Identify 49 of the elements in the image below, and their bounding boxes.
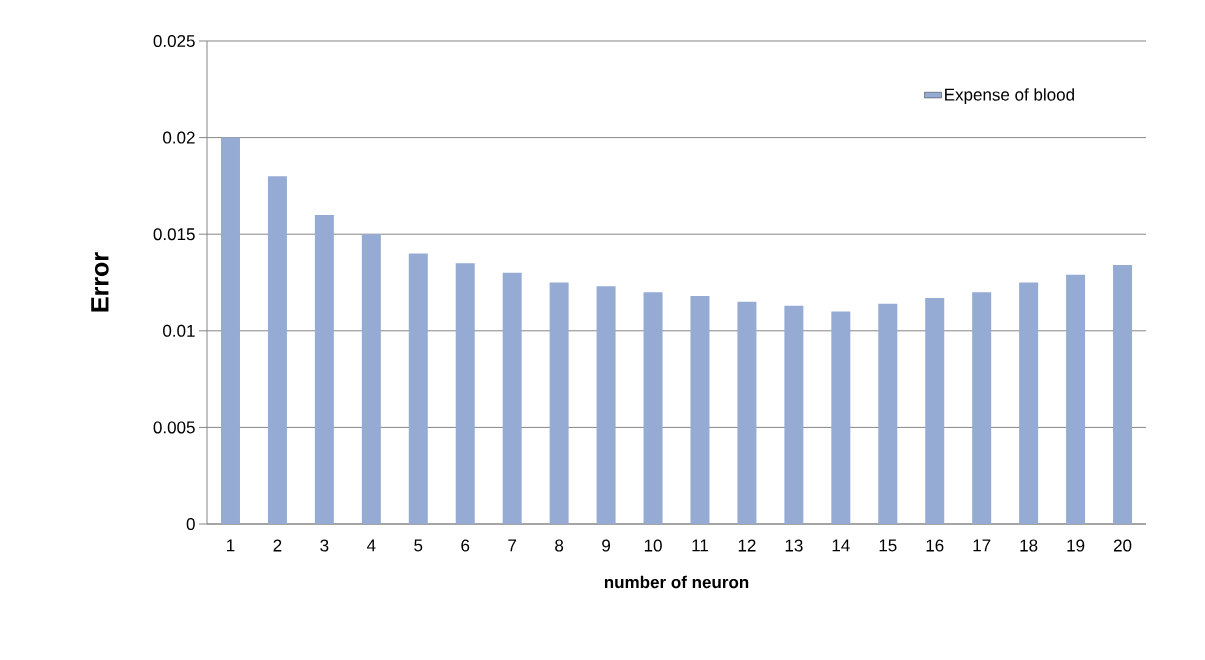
bar xyxy=(972,292,992,524)
x-tick-label: 15 xyxy=(879,539,897,552)
x-tick-label: 8 xyxy=(555,539,564,552)
x-tick-label: 20 xyxy=(1113,539,1132,552)
bar xyxy=(690,296,710,524)
bar xyxy=(361,234,381,524)
x-tick-label: 10 xyxy=(644,539,662,552)
y-tick-label: 0 xyxy=(186,517,195,531)
x-tick-label: 19 xyxy=(1067,539,1085,552)
x-tick-label: 2 xyxy=(273,539,282,552)
bar xyxy=(831,311,851,524)
x-tick-label: 16 xyxy=(926,539,944,552)
bar xyxy=(925,297,945,524)
x-axis-title: number of neuron xyxy=(604,575,749,589)
bar xyxy=(643,292,663,524)
x-tick-label: 11 xyxy=(692,539,708,552)
y-tick-label: 0.02 xyxy=(163,131,195,144)
bar xyxy=(267,176,287,524)
bar xyxy=(737,301,757,524)
x-tick-label: 1 xyxy=(227,539,235,552)
bar xyxy=(1019,282,1039,524)
x-tick-label: 14 xyxy=(832,539,850,552)
legend-label: Expense of blood xyxy=(945,88,1074,105)
bar xyxy=(502,272,522,524)
y-axis-title: Error xyxy=(91,252,109,312)
x-tick-label: 9 xyxy=(602,539,611,552)
x-tick-label: 17 xyxy=(973,539,991,552)
bar xyxy=(549,282,569,524)
bar xyxy=(878,303,898,524)
x-tick-label: 4 xyxy=(366,539,376,552)
y-tick-label: 0.025 xyxy=(153,34,195,48)
x-tick-label: 18 xyxy=(1020,539,1038,552)
bar xyxy=(220,137,240,524)
x-tick-label: 6 xyxy=(461,539,470,552)
bar xyxy=(596,286,616,524)
x-tick-label: 13 xyxy=(785,539,803,552)
x-tick-label: 12 xyxy=(738,539,756,552)
y-tick-label: 0.01 xyxy=(163,324,195,337)
bar xyxy=(455,263,475,524)
bar xyxy=(1066,274,1086,524)
x-tick-label: 3 xyxy=(320,539,329,552)
bar xyxy=(1113,265,1133,524)
x-tick-label: 7 xyxy=(508,539,517,552)
bar xyxy=(314,214,334,524)
bar xyxy=(784,305,804,524)
y-tick-label: 0.005 xyxy=(153,421,195,434)
y-tick-label: 0.015 xyxy=(153,228,195,241)
bar xyxy=(408,253,428,524)
x-tick-label: 5 xyxy=(414,539,423,552)
